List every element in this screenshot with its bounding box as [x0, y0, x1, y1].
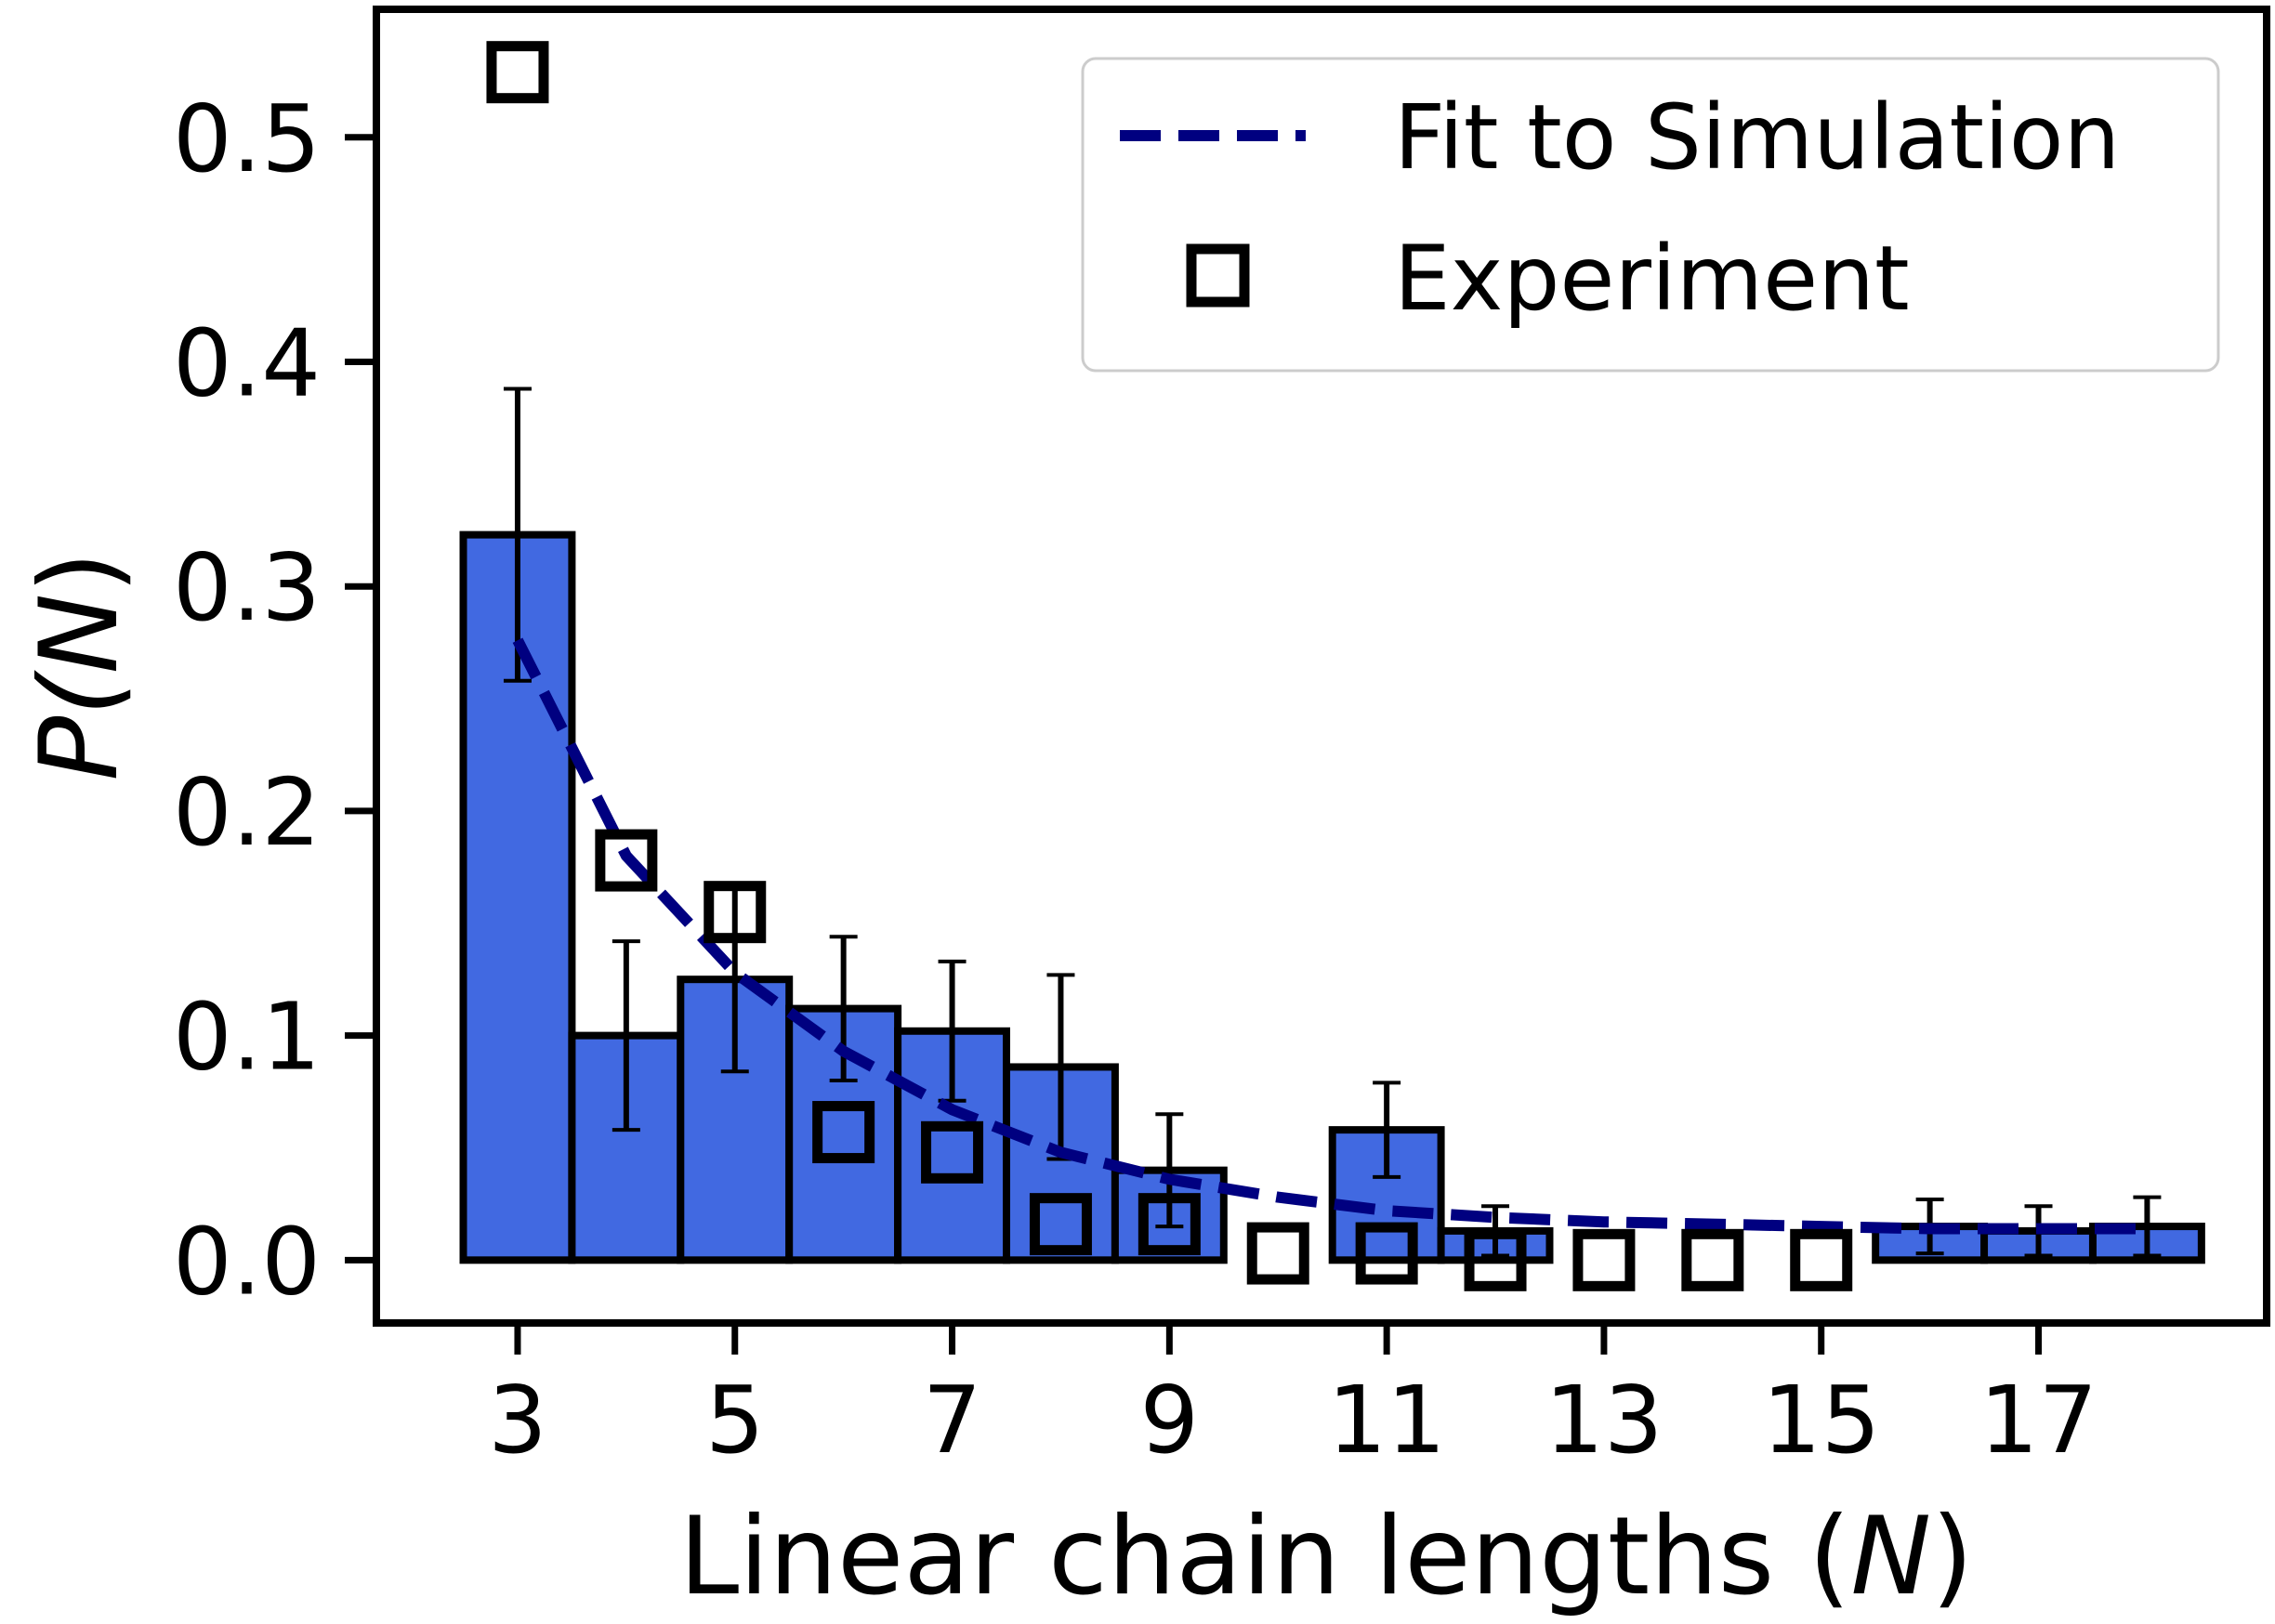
y-tick-label: 0.0: [173, 1207, 321, 1316]
x-tick-label: 15: [1762, 1366, 1880, 1474]
legend-experiment-label: Experiment: [1394, 227, 1910, 331]
x-tick-label: 13: [1545, 1366, 1663, 1474]
bars-layer: [459, 530, 2205, 1264]
errorbar-n-11: [1373, 1080, 1401, 1179]
legend-box: [1081, 57, 2220, 373]
experiment-point-n-3: [486, 41, 549, 104]
legend: Fit to Simulation Experiment: [1081, 57, 2220, 373]
experiment-point-n-8: [1029, 1193, 1092, 1256]
experiment-point-n-4: [595, 829, 658, 892]
errorbar-n-4: [611, 939, 640, 1133]
errorbar-n-3: [503, 386, 532, 683]
errorbar-n-18: [2133, 1195, 2162, 1258]
y-axis-title: P(N): [17, 551, 142, 780]
x-tick-label: 7: [923, 1366, 982, 1474]
bar-n-6: [785, 1004, 902, 1264]
experiment-point-n-9: [1138, 1193, 1201, 1256]
markers-layer: [486, 41, 1853, 1291]
x-axis-title-prefix: Linear chain lengths (: [679, 1494, 1851, 1619]
experiment-point-n-14: [1681, 1228, 1744, 1291]
experiment-point-n-12: [1464, 1228, 1527, 1291]
experiment-point-n-15: [1790, 1228, 1853, 1291]
y-tick-label: 0.1: [173, 983, 321, 1092]
x-tick-label: 5: [705, 1366, 765, 1474]
legend-fit-label: Fit to Simulation: [1394, 85, 2120, 190]
fit-line: [512, 637, 2148, 1235]
errorbar-n-9: [1155, 1112, 1184, 1229]
experiment-point-n-13: [1572, 1228, 1636, 1291]
x-tick-label: 17: [1979, 1366, 2097, 1474]
x-axis-title: Linear chain lengths (N): [679, 1494, 1974, 1619]
legend-experiment-swatch: [1186, 243, 1250, 308]
y-tick-label: 0.5: [173, 85, 321, 193]
x-tick-label: 9: [1140, 1366, 1200, 1474]
y-axis-title-suffix: ): [17, 551, 142, 593]
x-axis-title-variable: N: [1850, 1494, 1931, 1619]
x-axis-title-suffix: ): [1931, 1494, 1973, 1619]
x-ticks: 3 5 7 9 11 13 15 17: [488, 1327, 2097, 1474]
y-tick-label: 0.4: [173, 308, 321, 417]
experiment-point-n-11: [1355, 1222, 1418, 1285]
y-tick-label: 0.2: [173, 758, 321, 867]
plot-frame: [373, 6, 2270, 1327]
y-axis-title-variable: N: [17, 594, 142, 674]
y-axis-title-prefix: P(: [17, 670, 142, 781]
bar-n-8: [1003, 1063, 1119, 1264]
experiment-point-n-7: [921, 1120, 984, 1184]
experiment-point-n-6: [812, 1101, 875, 1164]
y-ticks: 0.0 0.1 0.2 0.3 0.4 0.5: [173, 85, 373, 1316]
y-tick-label: 0.3: [173, 533, 321, 642]
x-tick-label: 3: [488, 1366, 547, 1474]
x-tick-label: 11: [1328, 1366, 1446, 1474]
experiment-point-n-5: [704, 881, 767, 944]
experiment-point-n-10: [1246, 1222, 1309, 1285]
